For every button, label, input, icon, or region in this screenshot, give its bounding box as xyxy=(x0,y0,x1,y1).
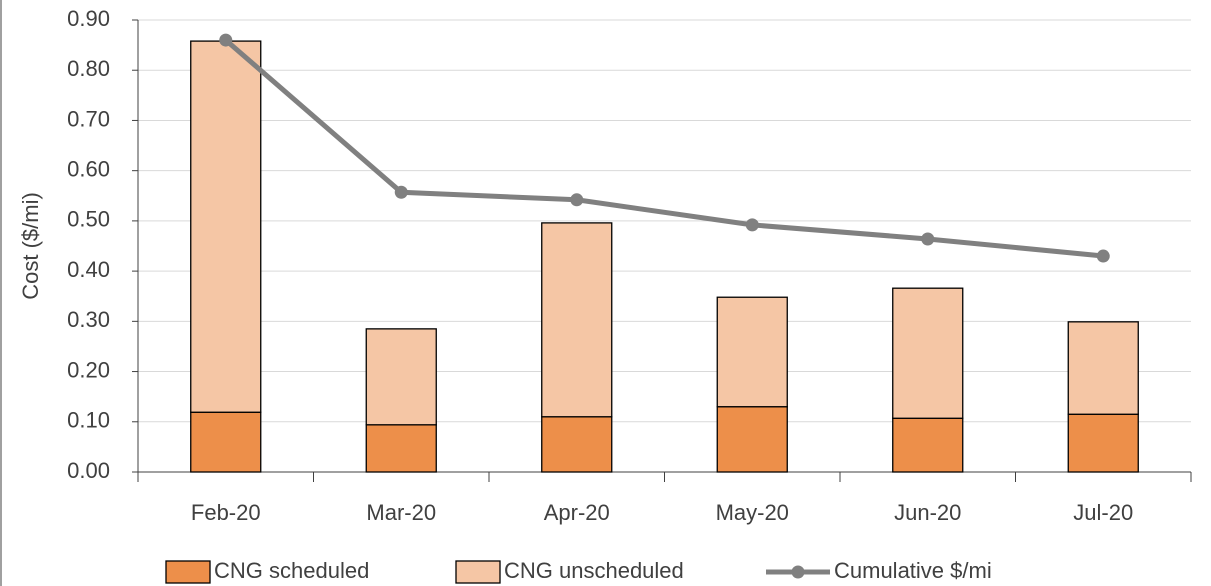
line-marker xyxy=(394,185,408,199)
bar xyxy=(541,222,613,418)
y-tick-label: 0.50 xyxy=(67,207,110,232)
bar xyxy=(716,406,788,473)
bar xyxy=(892,287,964,419)
y-axis-label: Cost ($/mi) xyxy=(18,192,43,300)
bar xyxy=(365,424,437,473)
y-tick-label: 0.90 xyxy=(67,6,110,31)
y-tick-label: 0.20 xyxy=(67,357,110,382)
bar xyxy=(716,296,788,408)
line-marker xyxy=(921,232,935,246)
legend-label: CNG scheduled xyxy=(214,558,369,583)
y-tick-label: 0.10 xyxy=(67,408,110,433)
line-marker xyxy=(1096,249,1110,263)
bar xyxy=(541,416,613,473)
bar xyxy=(1067,413,1139,473)
legend-label: CNG unscheduled xyxy=(504,558,684,583)
bar xyxy=(892,417,964,473)
x-tick-label: May-20 xyxy=(716,500,789,525)
x-tick-label: Jul-20 xyxy=(1073,500,1133,525)
legend-swatch xyxy=(455,560,501,584)
line-marker xyxy=(570,193,584,207)
y-tick-label: 0.60 xyxy=(67,156,110,181)
y-tick-label: 0.30 xyxy=(67,307,110,332)
x-tick-label: Feb-20 xyxy=(191,500,261,525)
line xyxy=(224,38,1104,259)
x-tick-label: Apr-20 xyxy=(544,500,610,525)
y-tick-label: 0.40 xyxy=(67,257,110,282)
bar xyxy=(365,328,437,426)
y-tick-label: 0.70 xyxy=(67,106,110,131)
line-marker xyxy=(219,33,233,47)
bar xyxy=(190,40,262,413)
legend-label: Cumulative $/mi xyxy=(834,558,992,583)
bar xyxy=(190,411,262,473)
bar xyxy=(1067,321,1139,415)
y-tick-label: 0.80 xyxy=(67,56,110,81)
x-tick-label: Jun-20 xyxy=(894,500,961,525)
y-tick-label: 0.00 xyxy=(67,458,110,483)
x-tick-label: Mar-20 xyxy=(366,500,436,525)
line-marker xyxy=(745,218,759,232)
legend-swatch xyxy=(165,560,211,584)
legend-swatch xyxy=(791,565,805,579)
